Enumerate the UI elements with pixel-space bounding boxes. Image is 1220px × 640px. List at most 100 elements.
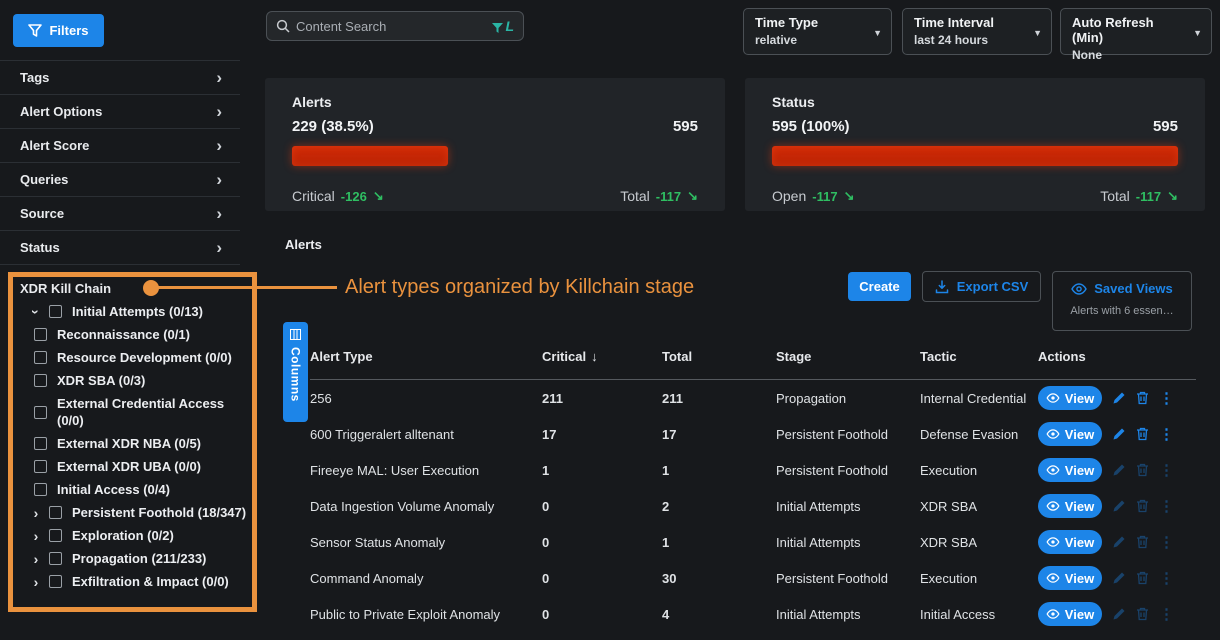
delete-icon[interactable] — [1136, 499, 1149, 513]
edit-icon[interactable] — [1112, 535, 1126, 549]
view-button[interactable]: View — [1038, 602, 1102, 626]
more-options-icon[interactable]: ⋮ — [1159, 535, 1174, 550]
delete-icon[interactable] — [1136, 535, 1149, 549]
tree-item-label: Resource Development (0/0) — [57, 349, 232, 366]
view-button[interactable]: View — [1038, 530, 1102, 554]
tree-item-initial-attempts[interactable]: › Initial Attempts (0/13) — [13, 300, 248, 323]
time-interval-dropdown[interactable]: Time Interval last 24 hours ▼ — [902, 8, 1052, 55]
tree-item-exploration[interactable]: › Exploration (0/2) — [13, 524, 248, 547]
checkbox[interactable] — [49, 575, 62, 588]
auto-refresh-dropdown[interactable]: Auto Refresh (Min) None ▼ — [1060, 8, 1212, 55]
tree-item-persistent-foothold[interactable]: › Persistent Foothold (18/347) — [13, 501, 248, 524]
chevron-right-icon[interactable]: › — [28, 551, 44, 567]
caret-down-icon: ▼ — [1033, 28, 1042, 38]
tree-item-xdr-sba[interactable]: XDR SBA (0/3) — [13, 369, 248, 392]
edit-icon[interactable] — [1112, 499, 1126, 513]
column-header-tactic[interactable]: Tactic — [920, 349, 1038, 364]
view-button[interactable]: View — [1038, 386, 1102, 410]
checkbox[interactable] — [49, 529, 62, 542]
tree-item-initial-access[interactable]: Initial Access (0/4) — [13, 478, 248, 501]
export-csv-button[interactable]: Export CSV — [922, 271, 1041, 302]
checkbox[interactable] — [49, 506, 62, 519]
cell-stage: Persistent Foothold — [776, 427, 920, 442]
more-options-icon[interactable]: ⋮ — [1159, 571, 1174, 586]
checkbox[interactable] — [34, 483, 47, 496]
view-button[interactable]: View — [1038, 566, 1102, 590]
edit-icon[interactable] — [1112, 607, 1126, 621]
tree-item-external-xdr-nba[interactable]: External XDR NBA (0/5) — [13, 432, 248, 455]
view-button[interactable]: View — [1038, 422, 1102, 446]
trend-down-icon: ↘ — [844, 188, 855, 204]
sidebar-item-queries[interactable]: Queries › — [0, 163, 240, 197]
more-options-icon[interactable]: ⋮ — [1159, 607, 1174, 622]
tree-item-label: External XDR UBA (0/0) — [57, 458, 201, 475]
view-button[interactable]: View — [1038, 458, 1102, 482]
tree-item-label: External XDR NBA (0/5) — [57, 435, 201, 452]
column-header-total[interactable]: Total — [662, 349, 776, 364]
edit-icon[interactable] — [1112, 391, 1126, 405]
checkbox[interactable] — [34, 374, 47, 387]
chevron-down-icon[interactable]: › — [28, 304, 44, 320]
checkbox[interactable] — [34, 406, 47, 419]
content-search: L — [266, 11, 524, 41]
column-header-alert-type[interactable]: Alert Type — [310, 349, 542, 364]
tree-item-resource-development[interactable]: Resource Development (0/0) — [13, 346, 248, 369]
column-header-critical[interactable]: Critical↓ — [542, 349, 662, 364]
create-button[interactable]: Create — [848, 272, 911, 301]
checkbox[interactable] — [34, 437, 47, 450]
lucene-filter-icon[interactable]: L — [491, 18, 514, 34]
more-options-icon[interactable]: ⋮ — [1159, 463, 1174, 478]
tree-item-label: Initial Access (0/4) — [57, 481, 170, 498]
cell-total: 211 — [662, 391, 776, 406]
tree-item-label: External Credential Access (0/0) — [57, 395, 248, 429]
search-input[interactable] — [296, 19, 485, 34]
column-header-stage[interactable]: Stage — [776, 349, 920, 364]
delete-icon[interactable] — [1136, 607, 1149, 621]
chevron-right-icon[interactable]: › — [28, 574, 44, 590]
saved-views-button[interactable]: Saved Views — [1053, 281, 1191, 296]
cell-tactic: XDR SBA — [920, 499, 1038, 514]
tree-item-propagation[interactable]: › Propagation (211/233) — [13, 547, 248, 570]
delete-icon[interactable] — [1136, 391, 1149, 405]
tree-item-reconnaissance[interactable]: Reconnaissance (0/1) — [13, 323, 248, 346]
checkbox[interactable] — [49, 305, 62, 318]
filters-button[interactable]: Filters — [13, 14, 104, 47]
delete-icon[interactable] — [1136, 571, 1149, 585]
checkbox[interactable] — [49, 552, 62, 565]
cell-alert-type: Fireeye MAL: User Execution — [310, 463, 542, 478]
chevron-right-icon: › — [216, 69, 222, 86]
sidebar-item-alert-score[interactable]: Alert Score › — [0, 129, 240, 163]
eye-icon — [1046, 393, 1060, 403]
chevron-right-icon: › — [216, 239, 222, 256]
annotation-line — [156, 286, 337, 289]
edit-icon[interactable] — [1112, 427, 1126, 441]
tree-item-exfiltration-impact[interactable]: › Exfiltration & Impact (0/0) — [13, 570, 248, 593]
tree-item-external-credential-access[interactable]: External Credential Access (0/0) — [13, 392, 248, 432]
view-button[interactable]: View — [1038, 494, 1102, 518]
delete-icon[interactable] — [1136, 463, 1149, 477]
more-options-icon[interactable]: ⋮ — [1159, 499, 1174, 514]
export-csv-label: Export CSV — [957, 279, 1029, 294]
chevron-right-icon[interactable]: › — [28, 505, 44, 521]
more-options-icon[interactable]: ⋮ — [1159, 391, 1174, 406]
sidebar-item-status[interactable]: Status › — [0, 231, 240, 265]
eye-icon — [1046, 537, 1060, 547]
sidebar-item-tags[interactable]: Tags › — [0, 61, 240, 95]
time-type-dropdown[interactable]: Time Type relative ▼ — [743, 8, 892, 55]
chevron-right-icon[interactable]: › — [28, 528, 44, 544]
sidebar-item-label: Alert Options — [20, 104, 102, 119]
more-options-icon[interactable]: ⋮ — [1159, 427, 1174, 442]
tree-item-external-xdr-uba[interactable]: External XDR UBA (0/0) — [13, 455, 248, 478]
edit-icon[interactable] — [1112, 571, 1126, 585]
columns-button[interactable]: Columns — [283, 322, 308, 422]
checkbox[interactable] — [34, 328, 47, 341]
annotation-text: Alert types organized by Killchain stage — [345, 276, 694, 299]
trend-down-icon: ↘ — [373, 188, 384, 204]
sidebar-item-alert-options[interactable]: Alert Options › — [0, 95, 240, 129]
cell-critical: 0 — [542, 571, 662, 586]
delete-icon[interactable] — [1136, 427, 1149, 441]
checkbox[interactable] — [34, 460, 47, 473]
checkbox[interactable] — [34, 351, 47, 364]
edit-icon[interactable] — [1112, 463, 1126, 477]
sidebar-item-source[interactable]: Source › — [0, 197, 240, 231]
